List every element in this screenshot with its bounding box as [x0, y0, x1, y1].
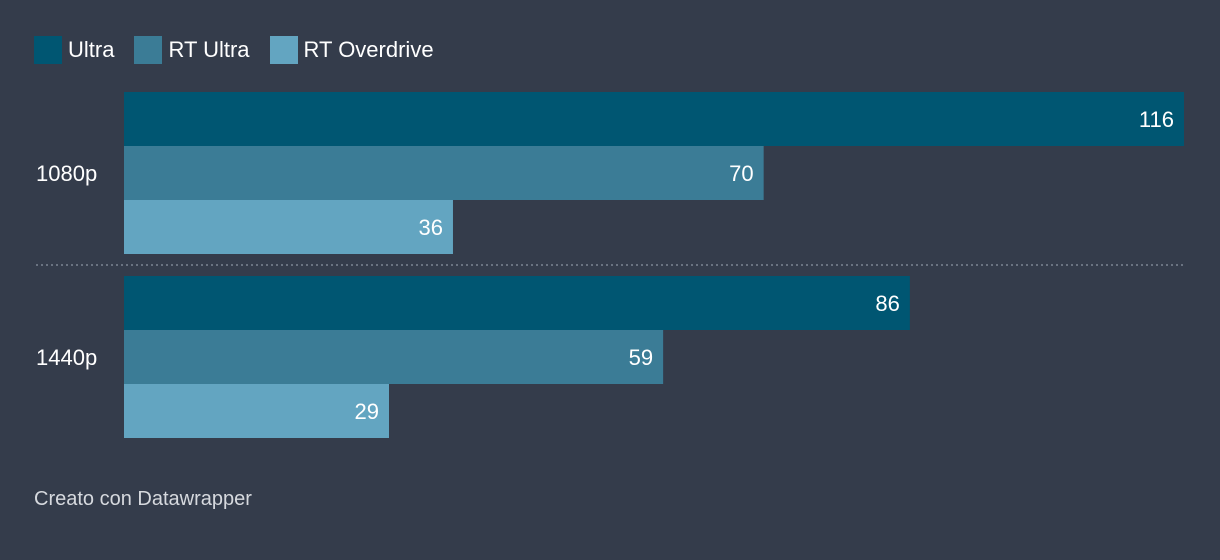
value-label-1080p-ultra: 116	[1139, 107, 1174, 132]
footer-credit: Creato con Datawrapper	[34, 488, 252, 510]
legend-label-rt-ultra: RT Ultra	[168, 37, 250, 62]
category-label-1080p: 1080p	[36, 161, 97, 186]
category-label-1440p: 1440p	[36, 345, 97, 370]
value-label-1440p-rt-overdrive: 29	[355, 399, 379, 424]
legend-item-rt-overdrive: RT Overdrive	[269, 36, 434, 64]
value-label-1440p-ultra: 86	[875, 291, 899, 316]
chart-legend: Ultra RT Ultra RT Overdrive	[34, 36, 454, 64]
legend-label-ultra: Ultra	[68, 37, 115, 62]
legend-swatch-rt-overdrive	[269, 36, 298, 64]
bar-1080p-rt-overdrive	[124, 200, 453, 254]
legend-label-rt-overdrive: RT Overdrive	[303, 37, 434, 62]
bar-1080p-rt-ultra	[124, 146, 764, 200]
bar-1440p-rt-ultra	[124, 330, 664, 384]
legend-item-ultra: Ultra	[34, 36, 114, 64]
legend-swatch-rt-ultra	[134, 36, 163, 64]
legend-swatch-ultra	[34, 36, 62, 64]
value-label-1080p-rt-overdrive: 36	[418, 215, 442, 240]
legend-item-rt-ultra: RT Ultra	[134, 36, 250, 64]
bar-1080p-ultra	[124, 92, 1184, 146]
value-label-1440p-rt-ultra: 59	[629, 345, 653, 370]
value-label-1080p-rt-ultra: 70	[729, 161, 753, 186]
bar-1440p-ultra	[124, 276, 910, 330]
bar-1440p-rt-overdrive	[124, 384, 389, 438]
